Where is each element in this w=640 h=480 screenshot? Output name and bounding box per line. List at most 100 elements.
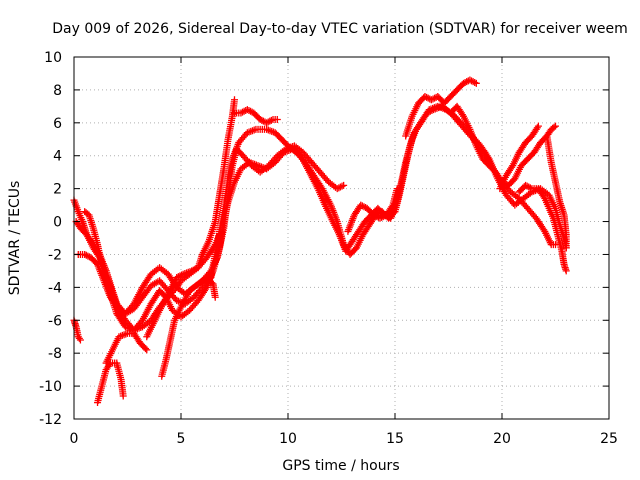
series-track-11 — [344, 185, 401, 235]
x-tick-label: 25 — [600, 431, 618, 447]
data-point — [357, 201, 365, 209]
data-point — [360, 203, 368, 211]
data-point — [258, 116, 266, 124]
series-track-9 — [143, 231, 224, 341]
data-point — [426, 107, 434, 115]
data-point — [119, 392, 127, 400]
series-track-7 — [94, 359, 127, 407]
y-tick-label: 0 — [53, 215, 62, 231]
data-point — [263, 119, 271, 127]
data-point — [525, 183, 533, 191]
series-track-8 — [102, 329, 151, 367]
data-point — [259, 117, 267, 125]
x-axis-label: GPS time / hours — [282, 458, 399, 474]
data-point — [471, 79, 479, 87]
data-point — [84, 252, 92, 260]
data-point — [206, 269, 214, 277]
y-tick-label: -12 — [39, 412, 62, 428]
data-point — [81, 250, 89, 258]
data-point — [469, 78, 477, 86]
data-point — [267, 116, 275, 124]
data-point — [176, 272, 184, 280]
data-point — [540, 226, 548, 234]
y-tick-label: 4 — [53, 149, 62, 165]
y-axis-label: SDTVAR / TECUs — [7, 181, 23, 296]
data-point — [75, 334, 83, 342]
data-point — [379, 213, 387, 221]
data-point — [421, 92, 429, 100]
data-point — [466, 76, 474, 84]
data-point — [340, 181, 348, 189]
data-point — [459, 79, 467, 87]
data-point — [336, 183, 344, 191]
data-point — [237, 109, 245, 117]
data-point — [266, 117, 274, 125]
data-point — [373, 213, 381, 221]
data-point — [562, 267, 570, 275]
data-point — [423, 109, 431, 117]
y-tick-label: -2 — [48, 247, 62, 263]
y-tick-label: -4 — [48, 280, 62, 296]
data-point — [388, 203, 396, 211]
data-point — [458, 111, 466, 119]
data-point — [173, 273, 181, 281]
data-point — [247, 107, 255, 115]
data-point — [231, 96, 238, 104]
data-point — [526, 184, 534, 192]
data-point — [243, 106, 251, 114]
y-tick-label: -8 — [48, 346, 62, 362]
data-point — [216, 231, 224, 239]
data-point — [370, 211, 378, 219]
data-point — [540, 193, 548, 201]
x-axis-ticks: 0 5 10 15 20 25 — [70, 57, 618, 447]
data-point — [508, 163, 516, 171]
data-point — [189, 266, 197, 274]
data-point — [188, 267, 196, 275]
data-point — [105, 361, 113, 369]
x-tick-label: 15 — [386, 431, 404, 447]
data-point — [393, 185, 401, 193]
data-point — [264, 118, 272, 126]
data-point — [240, 107, 248, 115]
data-point — [76, 336, 84, 344]
data-point — [191, 265, 199, 273]
data-point — [472, 79, 480, 87]
data-point — [211, 293, 219, 301]
y-tick-label: 2 — [53, 182, 62, 198]
data-point — [338, 182, 346, 190]
series-track-16 — [543, 132, 570, 252]
y-axis-ticks: -12 -10 -8 -6 -4 -2 0 2 4 6 8 10 — [39, 50, 609, 428]
chart-title: Day 009 of 2026, Sidereal Day-to-day VTE… — [52, 21, 628, 37]
x-tick-label: 10 — [279, 431, 297, 447]
data-point — [333, 185, 341, 193]
y-tick-label: 6 — [53, 116, 62, 132]
series-track-5 — [231, 106, 281, 127]
data-point — [562, 244, 570, 252]
data-point — [534, 122, 542, 130]
series-track-13 — [447, 102, 559, 189]
data-point — [424, 94, 432, 102]
data-point — [174, 273, 182, 281]
y-tick-label: 10 — [44, 50, 62, 66]
x-tick-label: 20 — [493, 431, 511, 447]
y-tick-label: 8 — [53, 83, 62, 99]
data-point — [143, 346, 151, 354]
data-point — [550, 123, 558, 131]
data-point — [358, 202, 366, 210]
series-track-14 — [496, 122, 542, 193]
data-point — [463, 78, 471, 86]
data-point — [533, 124, 541, 132]
data-point — [461, 79, 469, 87]
data-point — [522, 181, 530, 189]
data-point — [423, 93, 431, 101]
y-tick-label: -10 — [39, 379, 62, 395]
data-point — [378, 213, 386, 221]
y-tick-label: -6 — [48, 313, 62, 329]
plot-frame — [73, 56, 610, 420]
data-points — [70, 76, 570, 407]
data-point — [425, 108, 433, 116]
data-point — [82, 251, 90, 259]
data-point — [210, 242, 218, 250]
